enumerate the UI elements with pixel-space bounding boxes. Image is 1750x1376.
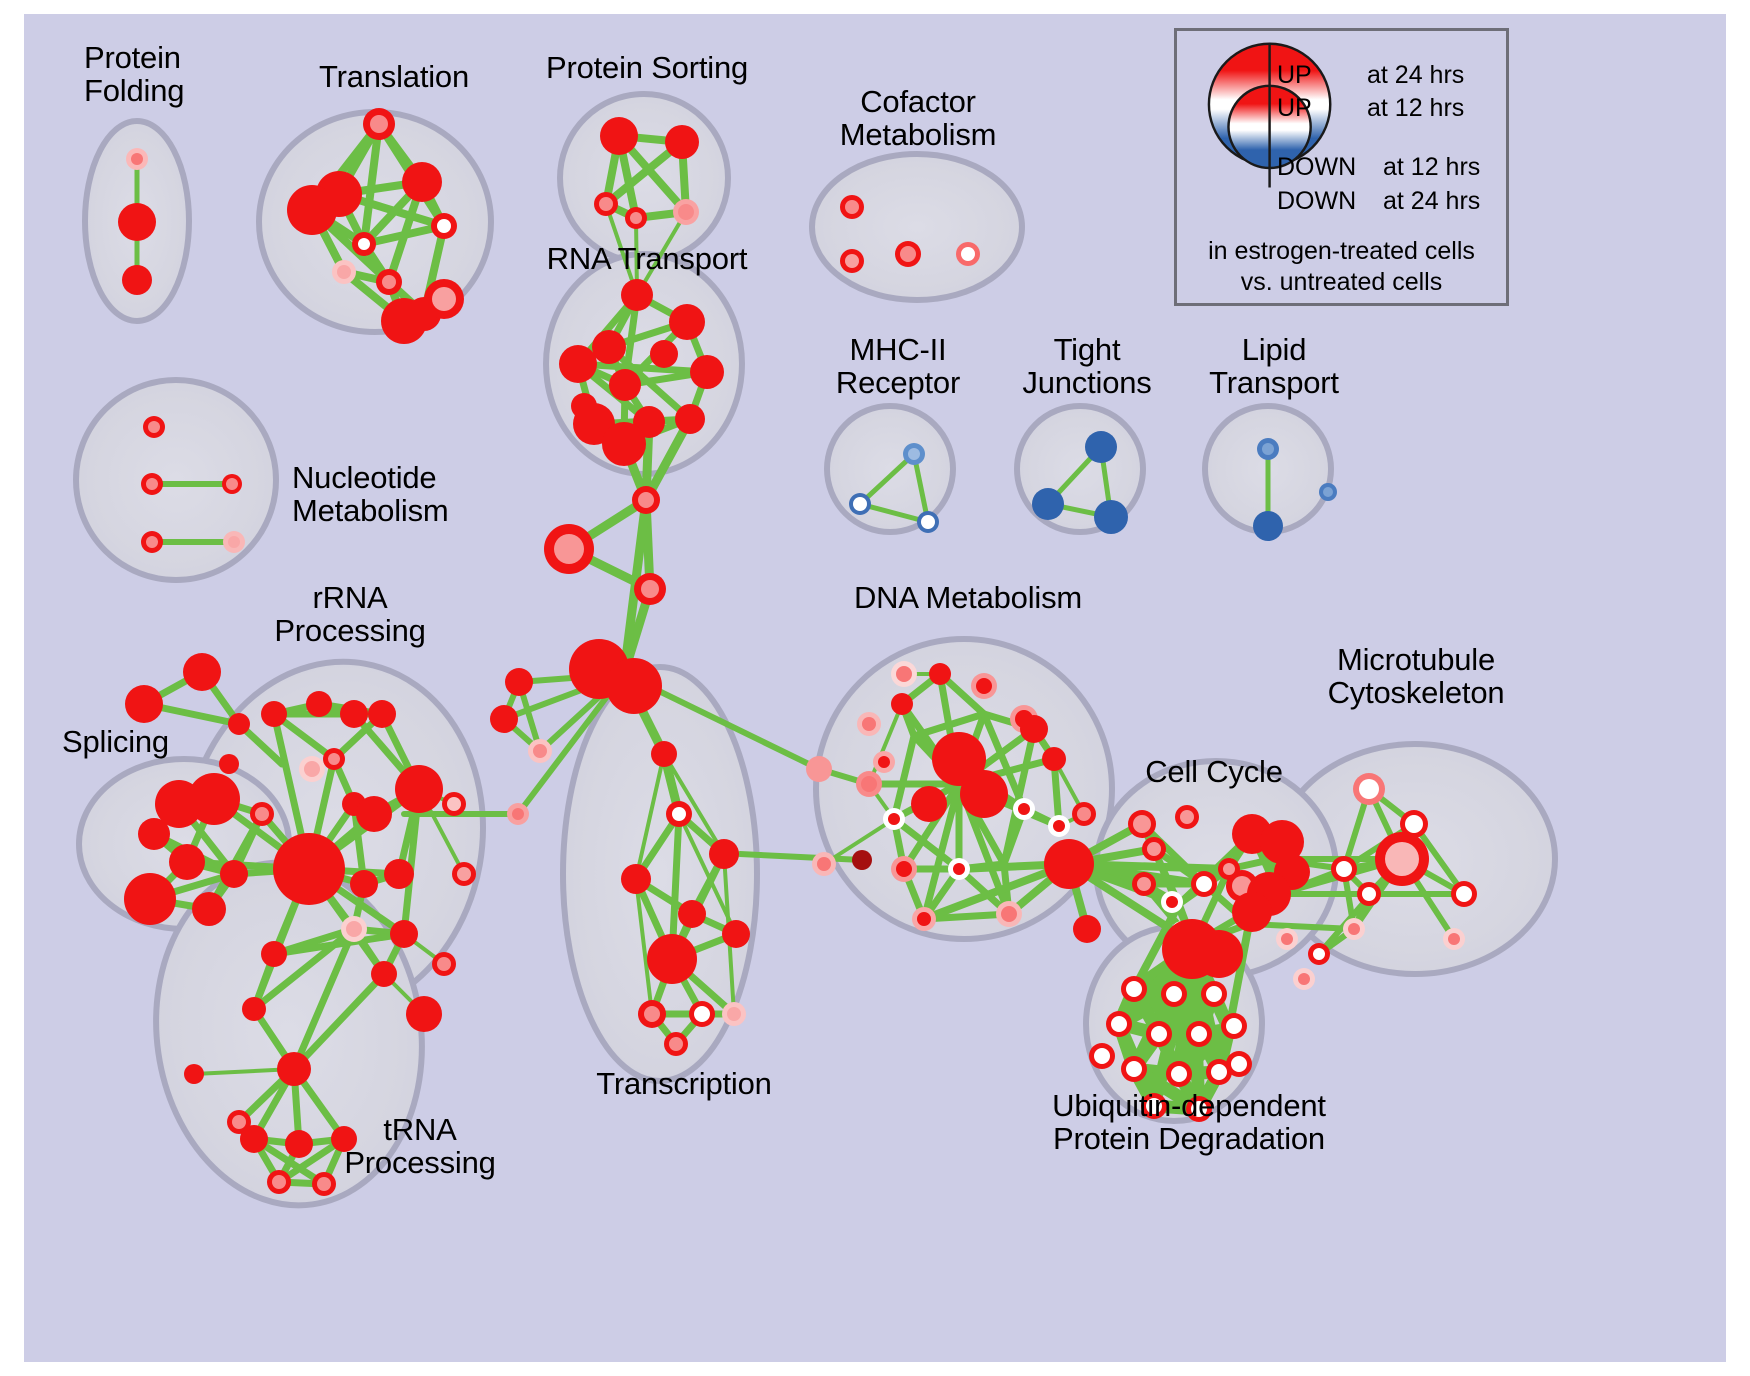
legend-time-up-12: at 12 hrs	[1367, 94, 1465, 122]
legend-time-up-24: at 24 hrs	[1367, 61, 1465, 89]
legend-state-down-24: DOWN	[1277, 187, 1357, 215]
hull-cofactor	[809, 151, 1025, 303]
hull-transcription	[560, 664, 760, 1084]
network-plot-area: Protein Folding Translation Protein Sort…	[24, 14, 1726, 1362]
cluster-label-cofactor-metabolism: Cofactor Metabolism	[839, 84, 997, 152]
legend-time-down-24: at 24 hrs	[1383, 187, 1481, 215]
legend-box: UP at 24 hrs UP at 12 hrs DOWN at 12 hrs…	[1174, 28, 1509, 306]
cluster-label-microtubule: Microtubule Cytoskeleton	[1327, 642, 1505, 710]
cluster-label-mhc-ii: MHC-II Receptor	[835, 332, 961, 400]
cluster-label-tight-junctions: Tight Junctions	[1022, 332, 1152, 400]
cluster-label-transcription: Transcription	[596, 1066, 772, 1101]
network-graph	[73, 91, 1558, 1209]
cluster-label-translation: Translation	[319, 59, 469, 94]
cluster-label-splicing: Splicing	[62, 724, 169, 759]
cluster-label-lipid-transport: Lipid Transport	[1209, 332, 1339, 400]
cluster-label-ubiquitin: Ubiquitin-dependent Protein Degradation	[1052, 1088, 1326, 1156]
cluster-label-rrna-processing: rRNA Processing	[274, 580, 426, 648]
cluster-label-rna-transport: RNA Transport	[546, 241, 748, 276]
hull-nucleotide	[73, 377, 279, 583]
cluster-label-protein-sorting: Protein Sorting	[545, 50, 749, 85]
network-nodes	[118, 108, 1477, 1196]
legend-state-down-12: DOWN	[1277, 153, 1357, 181]
cluster-label-nucleotide-metabolism: Nucleotide Metabolism	[292, 460, 449, 528]
legend-state-up-12: UP	[1277, 94, 1312, 122]
legend-footer-line2: vs. untreated cells	[1240, 268, 1443, 296]
cluster-label-cell-cycle: Cell Cycle	[1145, 754, 1283, 789]
legend-color-key-icon	[1207, 42, 1332, 188]
legend-footer-line1: in estrogen-treated cells	[1208, 237, 1475, 265]
cluster-label-dna-metabolism: DNA Metabolism	[853, 580, 1083, 615]
legend-time-down-12: at 12 hrs	[1383, 153, 1481, 181]
cluster-label-protein-folding: Protein Folding	[84, 40, 185, 108]
legend-state-up-24: UP	[1277, 61, 1312, 89]
cluster-label-trna-processing: tRNA Processing	[344, 1112, 496, 1180]
